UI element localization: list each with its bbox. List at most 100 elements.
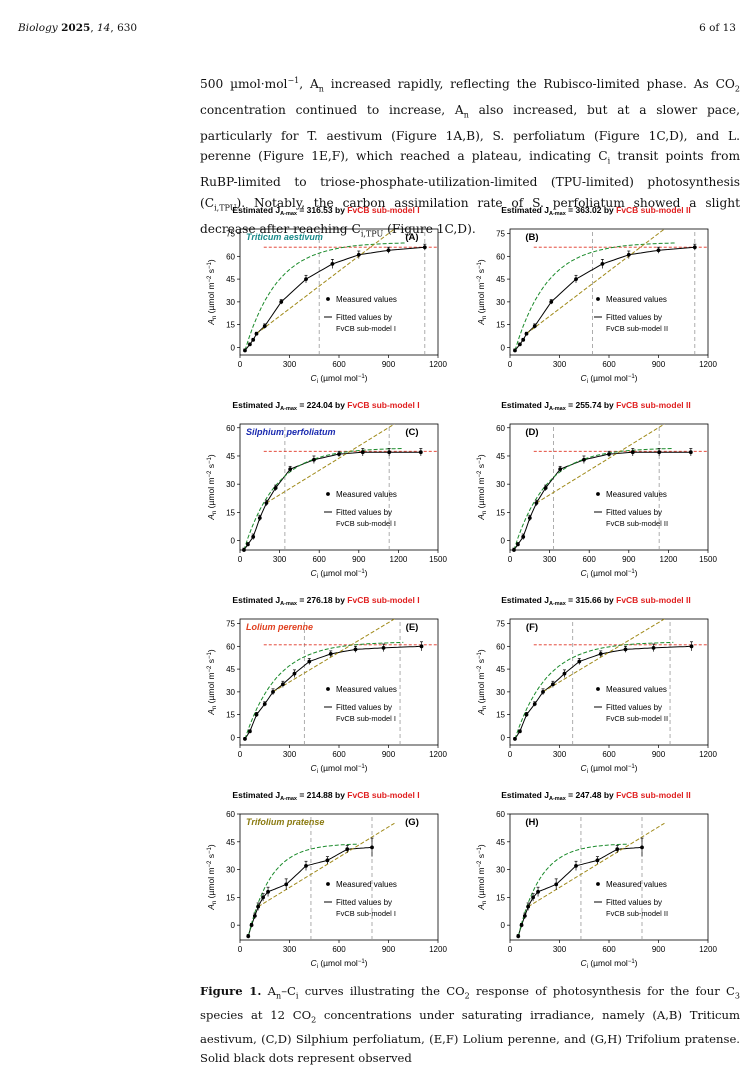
x-tick-label: 1200 [699,945,717,954]
rubisco-limited-curve [513,448,673,550]
data-point [325,858,330,863]
x-tick-label: 1500 [429,555,447,564]
para-seg: transit points from RuBP-limited to trio… [200,149,741,210]
data-point [512,548,516,552]
rubp-limited-line [257,822,395,908]
chart-title: Estimated JA-max = 224.04 by FvCB sub-mo… [232,400,419,412]
data-point [518,342,522,347]
plot-area [514,619,708,745]
data-point [524,331,529,336]
legend-measured: Measured values [336,490,397,499]
y-tick-label: 60 [496,424,505,433]
x-tick-label: 900 [622,555,636,564]
chart-title: Estimated JA-max = 315.66 by FvCB sub-mo… [501,595,691,607]
chart-svg: Estimated JA-max = 315.66 by FvCB sub-mo… [476,595,717,775]
x-tick-label: 0 [238,945,243,954]
para-sub: n [318,84,324,94]
para-sub: i [607,156,611,166]
plot-frame [509,813,709,941]
panel-letter: (F) [526,622,538,633]
x-axis-label: Ci (µmol mol−1) [580,763,637,775]
chart-panel-G: Estimated JA-max = 214.88 by FvCB sub-mo… [190,780,462,970]
x-tick-label: 1200 [429,360,447,369]
y-tick-label: 75 [226,620,235,629]
data-point [574,277,578,281]
data-point [598,652,603,656]
data-point [531,895,535,900]
y-tick-label: 0 [501,537,506,546]
legend-marker [596,297,600,301]
legend-model: FvCB sub-model I [336,519,396,528]
y-tick-label: 60 [226,252,235,261]
data-point [521,534,526,539]
data-point [266,889,270,894]
x-tick-label: 0 [238,750,243,759]
caption-seg: concentrations under saturating irradian… [200,1007,740,1066]
y-tick-label: 60 [226,642,235,651]
fitted-curve [514,246,695,351]
x-axis-label: Ci (µmol mol−1) [310,568,367,580]
data-point [549,299,554,304]
plot-frame [239,618,439,746]
legend-measured: Measured values [606,490,667,499]
x-tick-label: 900 [652,360,666,369]
caption-seg: curves illustrating the CO [298,984,465,998]
y-tick-label: 75 [496,620,505,629]
caption-seg: A [261,984,277,998]
data-point [532,702,537,706]
rubisco-limited-curve [514,641,674,740]
data-point [513,737,517,741]
rubp-limited-line [266,424,395,504]
chart-panel-B: Estimated JA-max = 363.02 by FvCB sub-mo… [460,195,732,385]
data-point [254,712,259,717]
species-label: Lolium perenne [246,622,313,632]
data-point [551,682,555,687]
y-axis-label: An (µmol m−2 s−1) [476,259,488,326]
y-tick-label: 15 [496,321,505,330]
chart-svg: Estimated JA-max = 224.04 by FvCB sub-mo… [206,400,447,580]
x-tick-label: 300 [543,555,557,564]
y-axis-label: An (µmol m−2 s−1) [206,844,218,911]
data-point [522,914,527,918]
y-tick-label: 30 [226,866,235,875]
chart-title: Estimated JA-max = 316.53 by FvCB sub-mo… [232,205,419,217]
y-tick-label: 30 [226,688,235,697]
data-point [330,262,335,266]
x-axis-label: Ci (µmol mol−1) [580,958,637,970]
x-axis-label: Ci (µmol mol−1) [580,373,637,385]
para-seg: also increased, but at a slower pace, pa… [200,103,740,164]
y-tick-label: 60 [496,252,505,261]
data-point [288,467,293,472]
data-point [422,245,427,250]
data-point [630,450,635,455]
journal-volume: 14 [97,22,111,34]
x-tick-label: 300 [553,750,567,759]
y-tick-label: 0 [231,537,236,546]
y-tick-label: 45 [226,838,235,847]
data-point [262,702,267,706]
panel-letter: (D) [525,427,538,438]
legend-measured: Measured values [336,880,397,889]
y-tick-label: 0 [501,733,506,742]
x-tick-label: 300 [273,555,287,564]
y-tick-label: 60 [496,642,505,651]
y-tick-label: 15 [496,508,505,517]
chart-svg: Estimated JA-max = 316.53 by FvCB sub-mo… [206,205,447,385]
data-point [312,457,316,462]
journal-citation: Biology 2025, 14, 630 [18,22,138,34]
data-point [595,858,600,863]
panel-letter: (C) [405,427,418,438]
chart-panel-F: Estimated JA-max = 315.66 by FvCB sub-mo… [460,585,732,775]
panel-letter: (G) [405,817,419,828]
data-point [518,729,522,734]
x-tick-label: 600 [583,555,597,564]
chart-svg: Estimated JA-max = 276.18 by FvCB sub-mo… [206,595,447,775]
legend-model: FvCB sub-model I [336,324,396,333]
data-point [271,689,275,694]
figure-1: Estimated JA-max = 316.53 by FvCB sub-mo… [190,195,750,975]
legend-measured: Measured values [336,685,397,694]
data-point [353,647,358,652]
rubisco-limited-curve [514,242,677,351]
data-point [516,934,521,939]
x-tick-label: 0 [238,360,243,369]
